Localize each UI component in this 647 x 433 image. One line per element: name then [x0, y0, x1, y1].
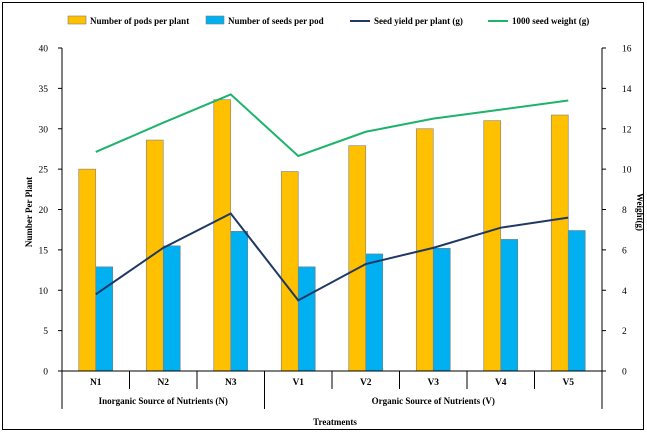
- y2-tick-label-4: 4: [622, 287, 627, 297]
- y2-tick-label-6: 6: [622, 246, 627, 256]
- bar-number-of-pods-per-plant-v4: [483, 120, 502, 372]
- y-tick-label-10: 10: [39, 287, 49, 297]
- axes: 0 5 10 15 20 25 30 35 40 0 2 4 6 8 10 12 14 16 N1 N2 N3 V1 V2 V…: [39, 45, 632, 409]
- bar-number-of-seeds-per-pod-v1: [297, 266, 316, 372]
- y2-tick-label-10: 10: [622, 166, 632, 176]
- x-tick-label-n1: N1: [90, 378, 102, 388]
- bar-number-of-pods-per-plant-n3: [213, 99, 232, 372]
- y-tick-label-30: 30: [39, 125, 49, 135]
- y-tick-label-40: 40: [39, 45, 49, 55]
- legend-label-seed-yield-per-plant-g-: Seed yield per plant (g): [374, 16, 463, 26]
- y2-tick-label-8: 8: [622, 206, 627, 216]
- bar-number-of-seeds-per-pod-v3: [432, 247, 451, 372]
- bar-number-of-pods-per-plant-n2: [145, 139, 164, 372]
- bar-number-of-seeds-per-pod-v5: [567, 230, 586, 372]
- x-tick-label-v3: V3: [427, 378, 439, 388]
- line-seed-yield-per-plant-g-: [95, 212, 569, 302]
- x-tick-label-n3: N3: [225, 378, 237, 388]
- y-tick-label-0: 0: [43, 368, 48, 378]
- group-label-0: Inorganic Source of Nutrients (N): [99, 396, 228, 406]
- bars: [78, 99, 586, 372]
- y2-tick-label-16: 16: [622, 45, 632, 55]
- x-tick-label-v1: V1: [292, 378, 304, 388]
- x-tick-label-n2: N2: [157, 378, 169, 388]
- bar-number-of-pods-per-plant-v2: [348, 145, 367, 372]
- y-tick-label-5: 5: [43, 327, 48, 337]
- y2-tick-label-12: 12: [622, 125, 632, 135]
- y-tick-label-25: 25: [39, 166, 49, 176]
- bar-number-of-seeds-per-pod-n1: [95, 266, 114, 372]
- bar-number-of-pods-per-plant-n1: [78, 168, 97, 372]
- line-1000-seed-weight-g-: [95, 93, 569, 158]
- bar-number-of-seeds-per-pod-n2: [162, 245, 181, 372]
- legend-label-1000-seed-weight-g-: 1000 seed weight (g): [512, 16, 589, 26]
- x-tick-label-v4: V4: [495, 378, 507, 388]
- y2-tick-label-0: 0: [622, 368, 627, 378]
- bar-number-of-seeds-per-pod-v4: [500, 239, 519, 372]
- x-axis-label: Treatments: [313, 417, 357, 427]
- y-tick-label-15: 15: [39, 246, 49, 256]
- legend: Number of pods per plant Number of seeds …: [67, 15, 589, 26]
- y-axis-label: Number Per Plant: [24, 177, 34, 247]
- bar-number-of-pods-per-plant-v5: [550, 114, 569, 372]
- y2-tick-label-14: 14: [622, 85, 632, 95]
- legend-swatch-number-of-seeds-per-pod: [205, 15, 225, 25]
- y2-axis-label: Weight(g): [635, 193, 645, 231]
- y2-tick-label-2: 2: [622, 327, 627, 337]
- legend-label-number-of-seeds-per-pod: Number of seeds per pod: [228, 16, 324, 26]
- lines: [95, 93, 569, 302]
- legend-label-number-of-pods-per-plant: Number of pods per plant: [90, 16, 189, 26]
- x-tick-label-v5: V5: [562, 378, 574, 388]
- bar-number-of-seeds-per-pod-n3: [230, 231, 249, 372]
- x-tick-label-v2: V2: [360, 378, 372, 388]
- legend-swatch-number-of-pods-per-plant: [67, 15, 87, 25]
- y-tick-label-20: 20: [39, 206, 49, 216]
- y-tick-label-35: 35: [39, 85, 49, 95]
- group-label-1: Organic Source of Nutrients (V): [372, 396, 495, 406]
- bar-number-of-pods-per-plant-v1: [280, 171, 299, 372]
- bar-number-of-seeds-per-pod-v2: [365, 253, 384, 372]
